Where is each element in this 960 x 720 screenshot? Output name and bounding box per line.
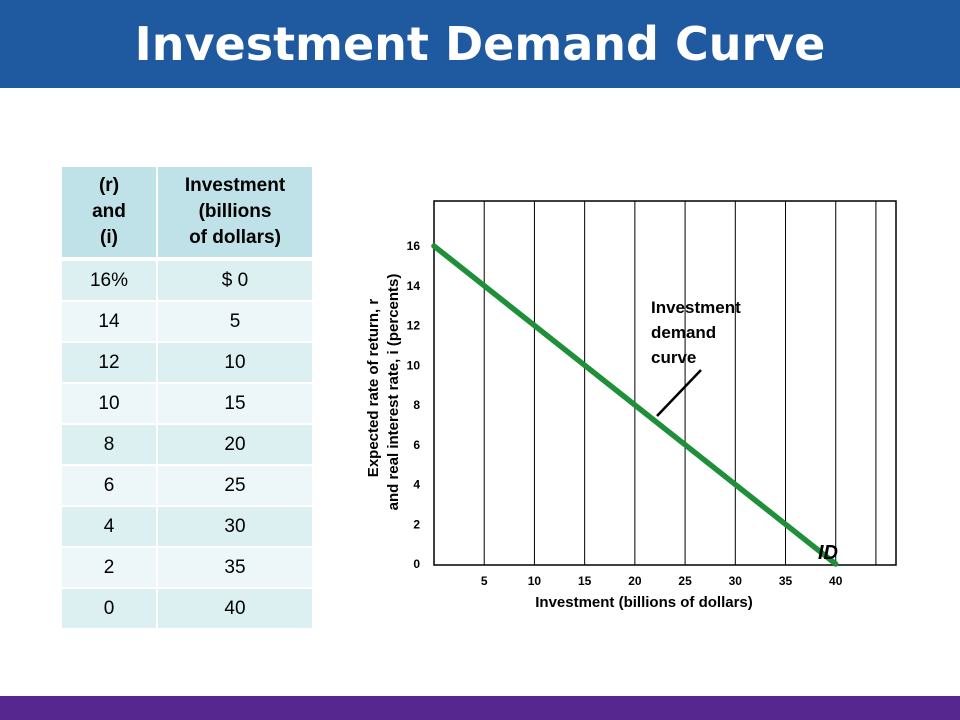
cell-investment: 5 xyxy=(156,300,312,341)
header-investment: Investment (billions of dollars) xyxy=(156,167,312,257)
x-axis-label: Investment (billions of dollars) xyxy=(535,594,753,611)
title-bar: Investment Demand Curve xyxy=(0,0,960,88)
cell-rate: 14 xyxy=(62,300,156,341)
plot-frame xyxy=(433,200,897,566)
cell-investment: 15 xyxy=(156,382,312,423)
annotation-pointer xyxy=(656,369,702,417)
data-table: (r) and (i) Investment (billions of doll… xyxy=(62,167,312,628)
cell-rate: 10 xyxy=(62,382,156,423)
header-rate-line: (r) xyxy=(98,175,120,196)
cell-investment: 40 xyxy=(156,587,312,628)
y-tick-label: 16 xyxy=(407,239,421,253)
table-header-row: (r) and (i) Investment (billions of doll… xyxy=(62,167,312,257)
table-row: 14 5 xyxy=(62,300,312,341)
table-row: 2 35 xyxy=(62,546,312,587)
y-tick-label: 2 xyxy=(413,517,420,531)
table-row: 10 15 xyxy=(62,382,312,423)
cell-rate: 4 xyxy=(62,505,156,546)
annotation-line: Investment xyxy=(651,298,741,317)
y-tick-label: 14 xyxy=(407,279,421,293)
x-tick-label: 5 xyxy=(481,574,488,588)
annotation-line: curve xyxy=(651,348,696,367)
table-row: 4 30 xyxy=(62,505,312,546)
y-tick-label: 8 xyxy=(413,398,420,412)
cell-rate: 6 xyxy=(62,464,156,505)
header-rate-line: (i) xyxy=(100,227,118,248)
series-line-id xyxy=(431,243,839,567)
table-row: 6 25 xyxy=(62,464,312,505)
cell-rate: 12 xyxy=(62,341,156,382)
cell-investment: $ 0 xyxy=(156,257,312,300)
cell-rate: 0 xyxy=(62,587,156,628)
header-investment-line: of dollars) xyxy=(189,227,281,248)
header-investment-line: (billions xyxy=(198,201,272,222)
y-tick-label: 10 xyxy=(407,358,421,372)
y-tick-label: 4 xyxy=(413,478,420,492)
cell-investment: 30 xyxy=(156,505,312,546)
cell-investment: 25 xyxy=(156,464,312,505)
x-tick-label: 10 xyxy=(528,574,542,588)
cell-rate: 16% xyxy=(62,257,156,300)
annotation-line: demand xyxy=(651,323,716,342)
table-row: 12 10 xyxy=(62,341,312,382)
y-tick-label: 0 xyxy=(413,557,420,571)
x-tick-label: 15 xyxy=(578,574,592,588)
cell-rate: 8 xyxy=(62,423,156,464)
x-tick-label: 35 xyxy=(779,574,793,588)
series-label: ID xyxy=(818,542,838,564)
y-tick-label: 12 xyxy=(407,319,421,333)
header-rate-line: and xyxy=(92,201,126,222)
x-tick-label: 25 xyxy=(678,574,692,588)
table-row: 0 40 xyxy=(62,587,312,628)
cell-investment: 35 xyxy=(156,546,312,587)
header-rate: (r) and (i) xyxy=(62,167,156,257)
page-title: Investment Demand Curve xyxy=(134,17,826,71)
header-investment-line: Investment xyxy=(184,175,286,196)
table-row: 8 20 xyxy=(62,423,312,464)
bottom-bar xyxy=(0,696,960,720)
table-row: 16% $ 0 xyxy=(62,257,312,300)
cell-investment: 10 xyxy=(156,341,312,382)
y-axis-label-line1: Expected rate of return, r xyxy=(365,299,382,478)
annotation: Investment demand curve xyxy=(651,298,741,417)
x-tick-label: 20 xyxy=(628,574,642,588)
y-tick-label: 6 xyxy=(413,438,420,452)
cell-investment: 20 xyxy=(156,423,312,464)
x-tick-label: 30 xyxy=(729,574,743,588)
y-axis-label-line2: and real interest rate, i (percents) xyxy=(385,274,402,511)
cell-rate: 2 xyxy=(62,546,156,587)
x-tick-label: 40 xyxy=(829,574,843,588)
